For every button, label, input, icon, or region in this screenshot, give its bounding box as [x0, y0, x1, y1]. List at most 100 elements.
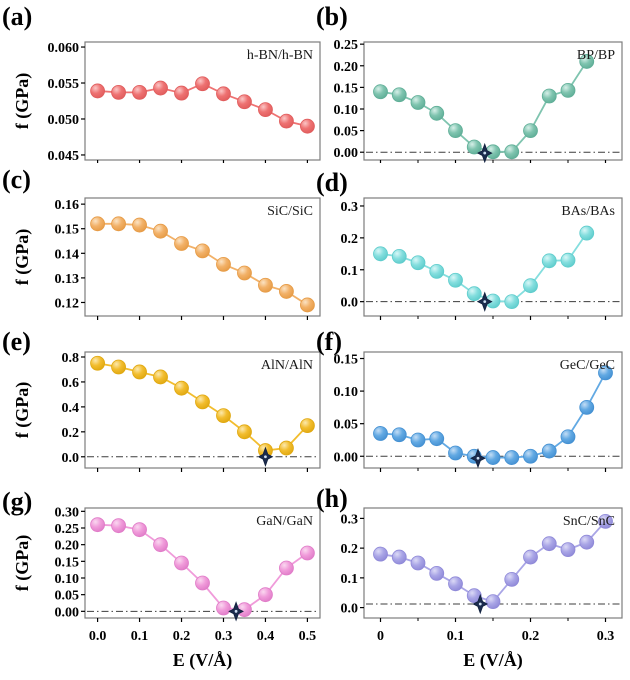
data-point: [466, 588, 482, 604]
data-point: [391, 549, 407, 565]
star-marker-center: [483, 300, 487, 304]
data-point: [541, 536, 557, 552]
y-tick-label: 0.20: [55, 539, 80, 554]
panel-title: GaN/GaN: [256, 514, 313, 529]
data-point: [258, 587, 273, 603]
x-tick-label: 0.4: [257, 629, 275, 644]
y-tick-label: 0.12: [55, 296, 80, 311]
data-point: [410, 255, 426, 271]
chart-panel-h: 0.0 0.1 0.2 0.3 0 0.1 0.2 0.3 SnC/SnC E (V/Å): [341, 507, 623, 671]
data-point: [560, 429, 576, 445]
x-tick-label: 0.1: [447, 629, 465, 644]
data-point: [560, 542, 576, 558]
data-point: [523, 278, 538, 294]
data-point: [216, 256, 231, 272]
data-point: [111, 359, 126, 375]
panel-title: SiC/SiC: [267, 204, 313, 219]
data-point: [153, 369, 168, 385]
y-tick-label: 0.05: [55, 589, 80, 604]
data-point: [132, 217, 147, 233]
data-point: [541, 88, 557, 104]
data-point: [523, 549, 538, 565]
star-marker-center: [476, 456, 480, 460]
y-tick-label: 0.25: [334, 38, 359, 53]
y-tick-label: 0.1: [341, 572, 359, 587]
panel-title: BAs/BAs: [561, 204, 615, 219]
chart-panel-g: 0.000.05 0.10 0.150.20 0.25 0.30 0.0 0.1 0.2 0.3…: [12, 505, 321, 671]
panel-letter-e: (e): [2, 327, 31, 356]
y-tick-label: 0.15: [334, 353, 359, 368]
data-series-line: [97, 222, 308, 306]
x-tick-label: 0.0: [89, 629, 107, 644]
y-tick-label: 0.3: [341, 512, 359, 527]
x-tick-label: 0.3: [597, 629, 615, 644]
data-point: [279, 284, 294, 299]
data-point: [153, 537, 168, 553]
y-tick-label: 0.20: [334, 60, 359, 75]
data-point: [237, 424, 252, 440]
y-tick-label: 0.15: [334, 81, 359, 96]
data-point: [429, 263, 445, 279]
y-tick-label: 0.8: [62, 351, 80, 366]
data-point: [258, 277, 273, 293]
data-point: [541, 443, 557, 459]
chart-panel-e: 0.0 0.2 0.4 0.6 0.8 AlN/AlN f (GPa): [12, 351, 321, 472]
y-tick-label: 0.16: [55, 198, 80, 213]
y-tick-label: 0.10: [334, 103, 359, 118]
chart-panel-d: 0.0 0.1 0.2 0.3 BAs/BAs: [341, 197, 623, 320]
data-point: [111, 84, 126, 100]
x-axis-label: E (V/Å): [463, 650, 523, 671]
data-point: [579, 225, 595, 241]
y-tick-label: 0.1: [341, 264, 359, 279]
panel-letter-g: (g): [2, 487, 33, 516]
data-point: [485, 594, 501, 610]
chart-panel-a: 0.045 0.050 0.055 0.060 h-BN/h-BN f (GPa): [12, 41, 321, 163]
data-point: [174, 85, 189, 101]
x-axis-label: E (V/Å): [173, 650, 233, 671]
plot-area: [84, 41, 321, 161]
y-tick-label: 0.25: [55, 522, 80, 537]
x-tick-label: 0: [377, 629, 384, 644]
y-axis-label: f (GPa): [12, 535, 33, 591]
data-point: [579, 54, 595, 69]
panel-title: SnC/SnC: [563, 514, 615, 529]
y-tick-label: 0.14: [55, 247, 80, 262]
data-point: [300, 118, 315, 134]
panel-letter-h: (h): [316, 484, 348, 513]
data-point: [300, 297, 315, 313]
y-axis-label: f (GPa): [12, 229, 33, 285]
y-tick-label: 0.0: [341, 602, 359, 617]
data-point: [258, 102, 273, 118]
y-tick-label: 0.045: [48, 149, 80, 163]
data-point: [90, 216, 105, 232]
data-point: [523, 448, 538, 464]
data-series-line: [97, 523, 308, 611]
panel-letter-a: (a): [2, 2, 33, 31]
data-point: [448, 272, 463, 288]
panel-letter-c: (c): [2, 165, 31, 194]
data-point: [466, 139, 482, 155]
data-point: [429, 431, 445, 447]
data-point: [448, 445, 463, 461]
data-point: [279, 560, 294, 576]
panel-letter-f: (f): [316, 327, 342, 356]
x-tick-label: 0.2: [173, 629, 191, 644]
data-point: [132, 522, 147, 538]
data-point: [195, 243, 210, 259]
data-point: [598, 513, 613, 529]
y-tick-label: 0.060: [48, 41, 80, 56]
data-point: [90, 355, 105, 371]
panel-letter-b: (b): [316, 2, 348, 31]
data-series-line: [380, 232, 588, 303]
chart-panel-f: 0.00 0.05 0.10 0.15 GeC/GeC: [334, 351, 623, 472]
data-point: [391, 427, 407, 443]
data-point: [391, 87, 407, 103]
data-point: [410, 95, 426, 110]
panel-title: BP/BP: [577, 48, 615, 63]
data-point: [448, 123, 463, 139]
x-tick-label: 0.3: [215, 629, 233, 644]
chart-panel-c: 0.12 0.13 0.14 0.15 0.16 SiC/SiC f (GPa): [12, 197, 321, 320]
data-point: [466, 286, 482, 302]
data-point: [237, 94, 252, 110]
x-tick-label: 0.5: [299, 629, 317, 644]
